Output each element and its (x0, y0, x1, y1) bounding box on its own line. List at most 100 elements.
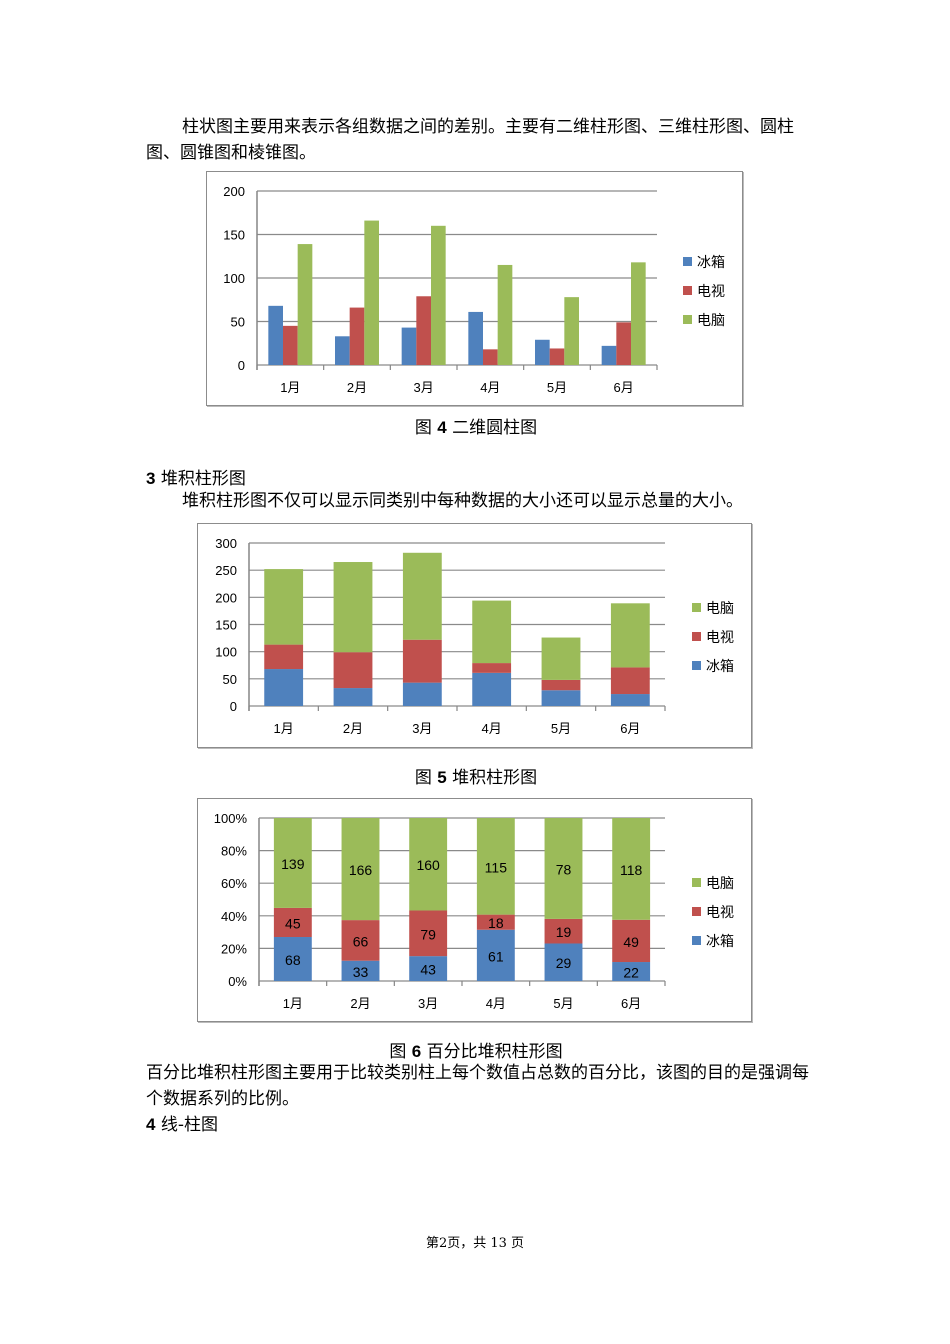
data-label: 43 (420, 962, 436, 978)
legend-label: 电脑 (706, 600, 734, 616)
x-tick-label: 6月 (614, 380, 634, 395)
legend-swatch (692, 603, 701, 612)
stacked-segment (402, 639, 442, 683)
data-label: 61 (488, 948, 504, 964)
legend-swatch (683, 315, 692, 324)
x-tick-label: 1月 (274, 721, 294, 736)
x-tick-label: 3月 (412, 721, 432, 736)
bar (416, 296, 431, 365)
y-tick-label: 100 (215, 645, 237, 660)
legend-swatch (692, 632, 701, 641)
stacked-segment (341, 960, 380, 981)
stacked-segment (472, 672, 512, 706)
legend-label: 电视 (706, 629, 734, 645)
y-tick-label: 60% (221, 876, 247, 891)
stacked-segment (264, 569, 304, 645)
stacked-segment (409, 818, 448, 911)
stacked-segment (476, 914, 515, 930)
y-tick-label: 200 (215, 590, 237, 605)
x-tick-label: 2月 (350, 996, 370, 1011)
stacked-segment (264, 669, 304, 706)
stacked-segment (402, 552, 442, 640)
section3-paragraph: 堆积柱形图不仅可以显示同类别中每种数据的大小还可以显示总量的大小。 (182, 491, 743, 511)
stacked-segment (610, 694, 650, 706)
y-tick-label: 80% (221, 844, 247, 859)
x-tick-label: 6月 (620, 721, 640, 736)
y-tick-label: 0 (238, 358, 245, 373)
bar (335, 336, 350, 365)
legend-label: 电视 (706, 904, 734, 920)
stacked-segment (341, 818, 380, 921)
y-tick-label: 50 (231, 315, 245, 330)
bar (631, 262, 646, 365)
stacked-segment (472, 663, 512, 673)
data-label: 49 (623, 934, 639, 950)
stacked-segment (544, 918, 583, 944)
caption-text: 百分比堆积柱形图 (426, 1042, 563, 1062)
data-label: 166 (349, 862, 373, 878)
stacked-segment (612, 962, 651, 981)
data-label: 33 (353, 964, 369, 980)
x-tick-label: 2月 (343, 721, 363, 736)
legend-label: 冰箱 (706, 933, 734, 949)
stacked-segment (476, 818, 515, 915)
legend-swatch (692, 878, 701, 887)
y-tick-label: 40% (221, 909, 247, 924)
y-tick-label: 100% (214, 811, 248, 826)
y-tick-label: 300 (215, 536, 237, 551)
caption-prefix: 图 (414, 768, 432, 788)
y-tick-label: 100 (223, 271, 245, 286)
bar (616, 322, 631, 365)
caption-prefix: 图 (414, 418, 432, 438)
x-tick-label: 5月 (553, 996, 573, 1011)
legend-swatch (692, 936, 701, 945)
section4-heading: 4 线-柱图 (146, 1110, 218, 1135)
y-tick-label: 150 (223, 228, 245, 243)
legend-swatch (692, 907, 701, 916)
data-label: 18 (488, 915, 504, 931)
stacked-segment (610, 603, 650, 668)
bar (468, 311, 483, 365)
x-tick-label: 3月 (414, 380, 434, 395)
percent-stacked-bar-chart-svg: 0% 20% 40% 60% 80% 100% 1月 2月 3月 4月 5月 6月 68 45 139 33 6… (214, 811, 734, 1011)
data-label: 160 (416, 857, 440, 873)
legend-swatch (692, 661, 701, 670)
caption-number: 5 (437, 768, 447, 787)
x-tick-label: 5月 (547, 380, 567, 395)
stacked-segment (544, 818, 583, 919)
y-tick-label: 150 (215, 618, 237, 633)
bar (549, 348, 565, 365)
data-label: 29 (556, 955, 572, 971)
bar (364, 220, 379, 365)
stacked-segment (610, 667, 650, 695)
stacked-segment (541, 679, 581, 691)
stacked-segment (541, 637, 581, 680)
data-label: 19 (556, 924, 572, 940)
x-tick-label: 2月 (347, 380, 367, 395)
stacked-segment (409, 956, 448, 981)
caption-number: 6 (411, 1042, 422, 1061)
legend-swatch (683, 257, 692, 266)
stacked-segment (402, 682, 442, 706)
bar (297, 244, 313, 365)
stacked-segment (333, 562, 373, 653)
data-label: 45 (285, 915, 301, 931)
bar (564, 297, 579, 365)
bar (431, 225, 446, 365)
stacked-segment (333, 652, 373, 689)
stacked-segment (612, 818, 651, 920)
section-title: 堆积柱形图 (160, 469, 246, 489)
chart-percent-stacked-bar: 0% 20% 40% 60% 80% 100% 1月 2月 3月 4月 5月 6月 68 45 139 33 6… (197, 798, 752, 1022)
stacked-segment (273, 937, 312, 981)
x-tick-label: 6月 (621, 996, 641, 1011)
stacked-segment (264, 644, 304, 670)
data-label: 78 (556, 861, 572, 877)
section-number: 3 (146, 469, 156, 488)
stacked-segment (333, 688, 373, 706)
chart-stacked-bar: 0 50 100 150 200 250 300 1月 2月 3月 4月 5月 6月 电脑 电视 冰箱 (197, 523, 752, 748)
legend-swatch (683, 286, 692, 295)
figure6-caption: 图 6 百分比堆积柱形图 (146, 1037, 806, 1062)
bar (401, 327, 417, 365)
x-tick-label: 3月 (418, 996, 438, 1011)
